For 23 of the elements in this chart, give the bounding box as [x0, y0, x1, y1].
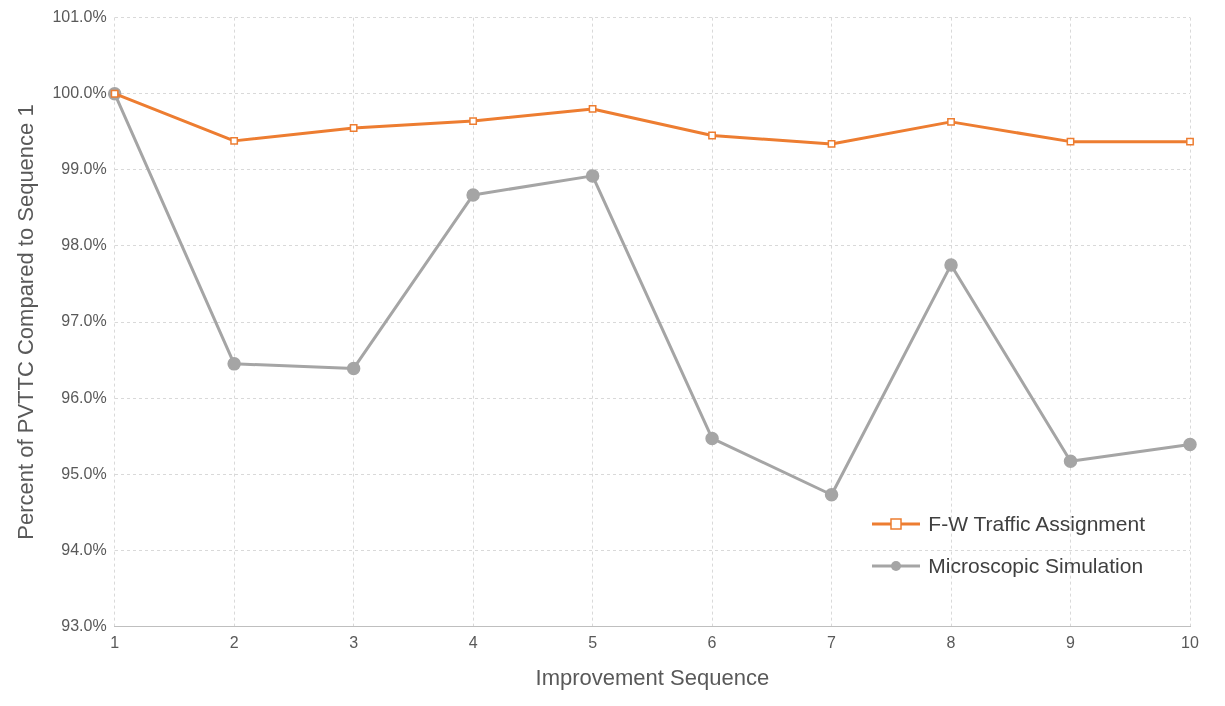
y-tick-label: 97.0%: [61, 312, 107, 330]
x-tick-label: 8: [946, 634, 956, 652]
x-tick-label: 10: [1181, 634, 1199, 652]
y-tick-label: 95.0%: [61, 464, 107, 482]
legend-label: F-W Traffic Assignment: [928, 512, 1145, 536]
y-tick-label: 93.0%: [61, 616, 107, 634]
y-tick-label: 101.0%: [52, 8, 107, 26]
x-axis-title: Improvement Sequence: [535, 664, 770, 690]
y-tick-label: 100.0%: [52, 84, 107, 102]
x-tick-label: 4: [468, 634, 478, 652]
legend-label: Microscopic Simulation: [928, 554, 1144, 578]
x-tick-label: 3: [349, 634, 359, 652]
x-tick-label: 7: [827, 634, 837, 652]
y-axis-title: Percent of PVTTC Compared to Sequence 1: [13, 104, 39, 540]
y-tick-label: 98.0%: [61, 236, 107, 254]
y-tick-label: 94.0%: [61, 540, 107, 558]
y-tick-label: 99.0%: [61, 160, 107, 178]
x-tick-label: 6: [707, 634, 717, 652]
x-tick-label: 2: [229, 634, 239, 652]
x-tick-label: 9: [1066, 634, 1076, 652]
x-tick-label: 5: [588, 634, 598, 652]
y-tick-label: 96.0%: [61, 388, 107, 406]
x-tick-label: 1: [110, 634, 120, 652]
